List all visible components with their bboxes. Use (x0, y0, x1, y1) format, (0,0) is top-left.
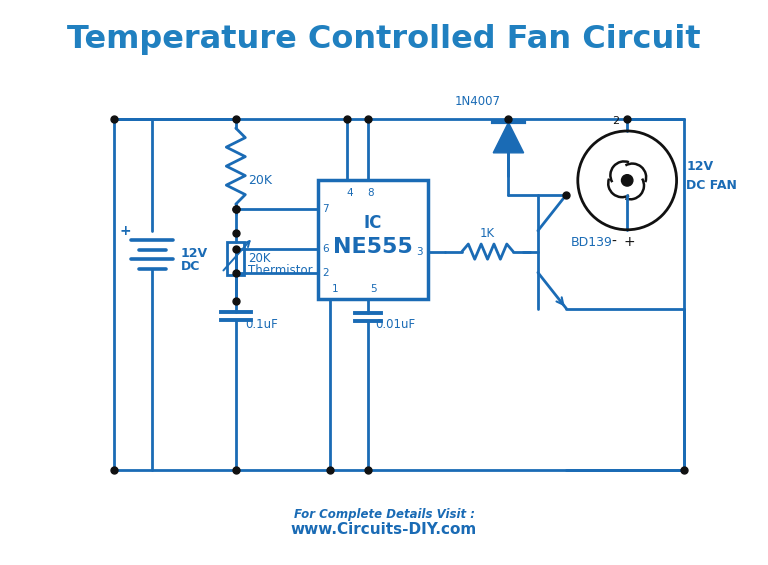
Text: 0.01uF: 0.01uF (376, 318, 415, 331)
Circle shape (621, 175, 633, 186)
Text: DC FAN: DC FAN (686, 179, 737, 192)
Text: www.Circuits-DIY.com: www.Circuits-DIY.com (291, 523, 477, 537)
Polygon shape (493, 123, 524, 153)
Text: ': ' (625, 116, 628, 126)
Text: For Complete Details Visit :: For Complete Details Visit : (293, 508, 475, 521)
Text: 6: 6 (323, 244, 329, 254)
Text: 20K: 20K (248, 252, 270, 265)
Bar (227, 242, 244, 275)
Text: 20K: 20K (248, 174, 272, 187)
Text: +: + (120, 224, 131, 238)
Text: Thermistor: Thermistor (248, 264, 313, 277)
Text: 1K: 1K (480, 227, 495, 240)
Text: NE555: NE555 (333, 237, 413, 257)
Bar (319, 180, 428, 299)
Text: 3: 3 (416, 247, 423, 257)
Text: 12V: 12V (686, 160, 713, 173)
Text: 2: 2 (323, 267, 329, 277)
Text: 5: 5 (369, 284, 376, 294)
Text: DC: DC (180, 260, 200, 273)
Text: 1: 1 (332, 284, 339, 294)
Text: 1N4007: 1N4007 (455, 95, 501, 108)
Text: +: + (624, 234, 635, 249)
Text: 4: 4 (346, 188, 353, 198)
Text: BD139: BD139 (571, 236, 613, 249)
Text: 2: 2 (612, 116, 620, 126)
Text: -: - (611, 234, 617, 249)
Text: 12V: 12V (180, 247, 208, 260)
Text: 0.1uF: 0.1uF (245, 318, 278, 331)
Text: 8: 8 (367, 188, 374, 198)
Text: IC: IC (364, 214, 382, 232)
Text: Temperature Controlled Fan Circuit: Temperature Controlled Fan Circuit (67, 24, 701, 55)
Text: 7: 7 (323, 204, 329, 214)
